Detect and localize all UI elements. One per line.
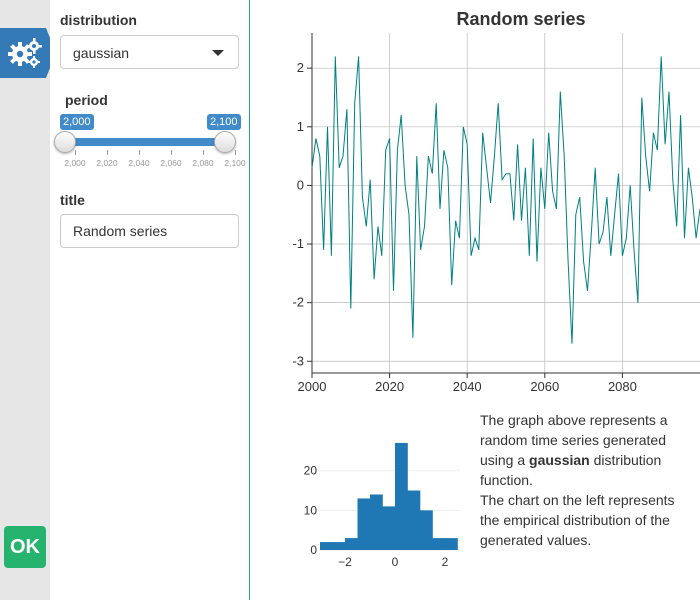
histogram-bar bbox=[332, 542, 346, 550]
slider-tick-mark bbox=[171, 150, 172, 155]
x-tick-label: 2060 bbox=[530, 379, 559, 394]
ok-button[interactable]: OK bbox=[4, 526, 46, 568]
title-input[interactable] bbox=[60, 214, 239, 248]
slider-tick-label: 2,020 bbox=[96, 158, 118, 168]
settings-tab[interactable] bbox=[0, 28, 56, 78]
y-tick-label: -3 bbox=[292, 353, 304, 368]
histogram-bar bbox=[357, 498, 371, 550]
distribution-label: distribution bbox=[60, 12, 137, 28]
sidebar-rail: OK bbox=[0, 0, 56, 600]
slider-tick-label: 2,000 bbox=[64, 158, 86, 168]
chevron-down-icon bbox=[212, 50, 224, 56]
period-slider-handle-from[interactable] bbox=[54, 131, 76, 153]
x-tick-label: 2000 bbox=[298, 379, 327, 394]
period-to-badge: 2,100 bbox=[207, 114, 241, 130]
histogram-bar bbox=[382, 506, 396, 550]
slider-tick-mark bbox=[235, 150, 236, 155]
slider-tick-mark bbox=[107, 150, 108, 155]
distribution-value: gaussian bbox=[73, 45, 130, 61]
slider-tick-label: 2,060 bbox=[160, 158, 182, 168]
histogram-bar bbox=[407, 490, 421, 550]
y-tick-label: 0 bbox=[297, 177, 304, 192]
y-tick-label: -2 bbox=[292, 295, 304, 310]
histogram-bar bbox=[320, 542, 333, 550]
settings-panel: distribution gaussian period 2,000 2,100… bbox=[50, 0, 250, 600]
description-text: The graph above represents a random time… bbox=[480, 410, 695, 550]
y-tick-label: 1 bbox=[297, 119, 304, 134]
title-label: title bbox=[60, 192, 85, 208]
distribution-select[interactable]: gaussian bbox=[60, 35, 239, 69]
hist-x-tick-label: 2 bbox=[442, 555, 449, 569]
period-slider-track[interactable] bbox=[65, 138, 225, 146]
hist-x-tick-label: 0 bbox=[392, 555, 399, 569]
x-tick-label: 2080 bbox=[608, 379, 637, 394]
histogram-bar bbox=[395, 442, 408, 550]
histogram-bar bbox=[370, 494, 383, 550]
description-distribution: gaussian bbox=[529, 452, 590, 468]
random-series-chart: Random series 2000 2020 2040 2060 2080 -3 -2 -1 0… bbox=[292, 9, 700, 394]
x-tick-label: 2040 bbox=[453, 379, 482, 394]
series-line bbox=[311, 56, 700, 344]
slider-tick-label: 2,100 bbox=[224, 158, 246, 168]
period-label: period bbox=[65, 92, 108, 108]
slider-tick-mark bbox=[203, 150, 204, 155]
period-slider-ticks: 2,000 2,020 2,040 2,060 2,080 2,100 bbox=[60, 150, 246, 170]
hist-x-tick-label: −2 bbox=[338, 555, 352, 569]
gears-icon bbox=[8, 38, 42, 68]
x-tick-label: 2020 bbox=[375, 379, 404, 394]
histogram-bar bbox=[345, 538, 358, 550]
hist-y-tick-label: 0 bbox=[310, 543, 317, 557]
period-slider-handle-to[interactable] bbox=[214, 131, 236, 153]
description-part1: The graph above represents a random time… bbox=[480, 412, 668, 468]
slider-tick-mark bbox=[139, 150, 140, 155]
description-part2: distribution function. bbox=[480, 452, 662, 488]
period-slider-fill bbox=[65, 138, 225, 146]
slider-tick-label: 2,080 bbox=[192, 158, 214, 168]
chart-title: Random series bbox=[456, 9, 585, 29]
y-tick-label: 2 bbox=[297, 60, 304, 75]
histogram-bar bbox=[445, 538, 458, 550]
hist-y-tick-label: 20 bbox=[304, 464, 318, 478]
histogram-bar bbox=[432, 538, 446, 550]
description-part3: The chart on the left represents the emp… bbox=[480, 492, 675, 548]
hist-y-tick-label: 10 bbox=[304, 503, 318, 517]
slider-tick-label: 2,040 bbox=[128, 158, 150, 168]
histogram-bar bbox=[420, 510, 433, 550]
histogram-chart: 0 10 20 −2 0 2 bbox=[304, 442, 460, 569]
period-from-badge: 2,000 bbox=[60, 114, 94, 130]
y-tick-label: -1 bbox=[292, 236, 304, 251]
slider-tick-mark bbox=[75, 150, 76, 155]
